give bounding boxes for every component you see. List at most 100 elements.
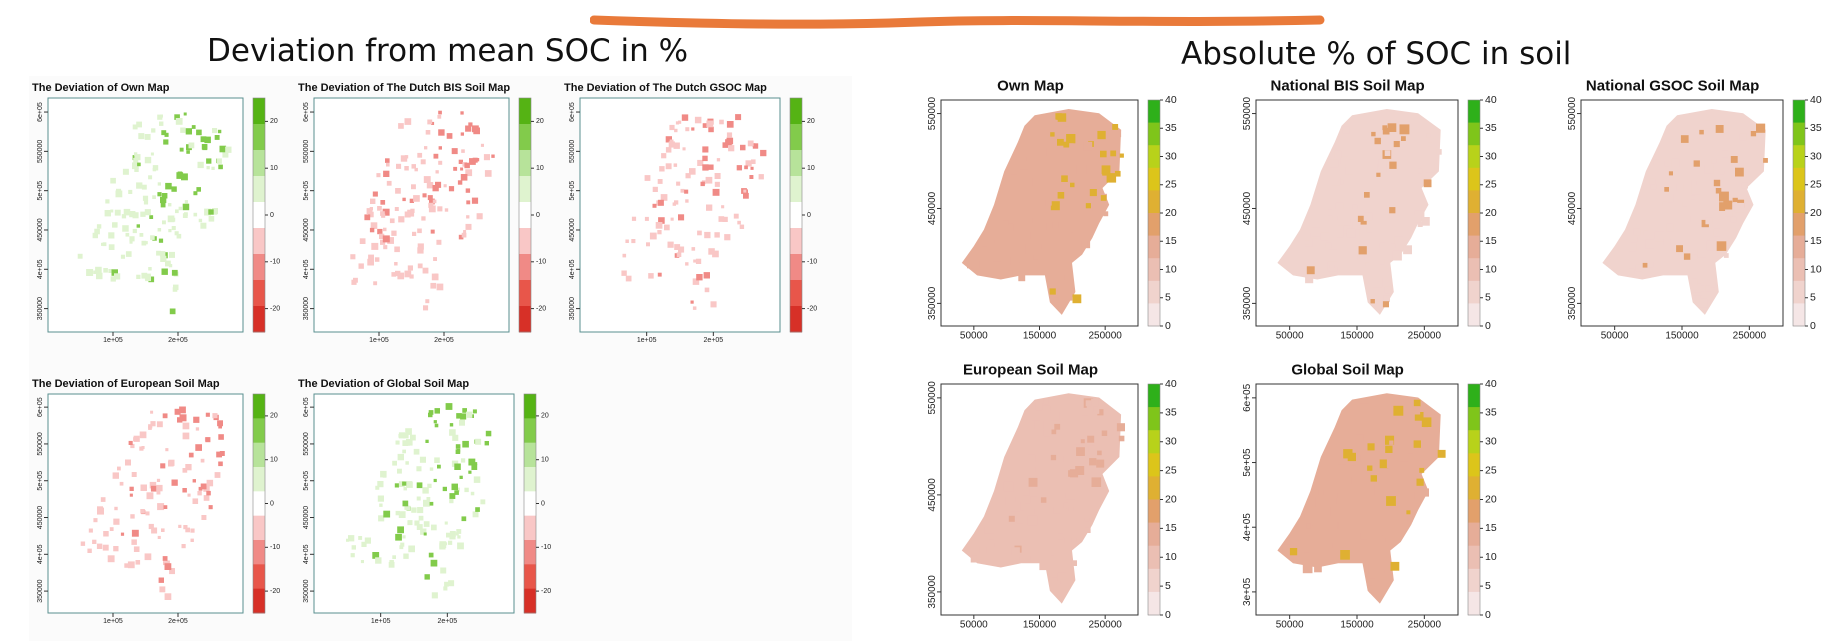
x-tick-label: 2e+05 [437,618,457,625]
map-cell [361,541,367,547]
map-cell [1396,521,1406,530]
colorbar-band [1468,430,1480,454]
map-cell [448,186,455,192]
map-cell [174,408,181,415]
map-cell [211,166,215,170]
map-cell [402,500,409,507]
map-cell [1345,159,1355,169]
map-cell [442,486,447,492]
map-cell [1318,489,1324,495]
map-cell [175,209,179,214]
map-cell [1379,242,1386,249]
map-cell [1734,202,1745,213]
map-cell [1373,439,1384,450]
map-cell [1071,560,1077,566]
map-cell [385,158,390,163]
map-cell [1706,240,1717,251]
map-cell [129,493,133,497]
colorbar-band [519,202,531,229]
map-cell [127,561,135,569]
map-cell [1097,130,1106,140]
y-tick-label: 4e+05 [303,259,310,279]
map-cell [696,274,703,281]
map-cell [412,231,417,236]
map-cell [425,439,429,443]
map-cell [1693,160,1700,167]
x-tick-label: 250000 [1408,619,1442,630]
map-cell [1118,435,1125,442]
map-cell [1068,193,1077,202]
map-cell [1730,216,1737,223]
map-cell [411,184,416,190]
map-cell [1371,247,1377,253]
map-cell [1386,459,1396,469]
map-cell [457,542,464,550]
map-cell [452,434,459,441]
y-tick-label: 5e+05 [303,181,310,201]
map-cell [1401,136,1406,141]
map-cell [1664,160,1670,167]
map-cell [434,273,438,277]
map-cell [644,216,649,221]
map-cell [1680,135,1689,143]
y-tick-label: 450000 [303,506,310,529]
map-cell [1043,429,1051,437]
map-cell [622,253,627,258]
colorbar-band [1793,167,1805,191]
y-tick-label: 350000 [1567,286,1578,320]
x-tick-label: 50000 [1276,619,1304,630]
map-cell [409,198,414,203]
map-cell [1676,245,1683,253]
map-cell [1721,150,1729,158]
map-cell [625,239,629,243]
map-cell [211,208,218,215]
map-cell [382,208,390,216]
map-cell [1010,257,1020,266]
map-cell [413,448,420,455]
map-cell [165,448,169,452]
map-cell [1370,299,1375,304]
map-cell [1081,241,1088,248]
colorbar-label: 40 [1810,94,1822,106]
map-cell [631,216,637,221]
colorbar-label: 15 [1485,235,1497,247]
map-cell [376,173,381,178]
colorbar-band [790,124,802,151]
colorbar-label: -20 [270,588,280,595]
map-cell [112,472,119,479]
map-cell [370,222,378,229]
map-cell [456,448,461,453]
map-cell [176,172,184,179]
map-cell [1370,475,1377,482]
y-tick-label: 4e+05 [303,544,310,564]
map-cell [1320,232,1330,241]
map-cell [129,211,136,218]
map-cell [743,192,749,199]
map-cell [975,249,983,257]
map-cell [1385,537,1391,543]
map-cell [659,166,665,172]
colorbar-label: -10 [807,259,817,266]
map-cell [1683,253,1691,260]
map-cell [1663,239,1671,246]
map-cell [1338,464,1347,472]
map-cell [156,490,161,495]
absolute-european-chart: European Soil Map 50000 150000 250000 550000… [927,361,1177,630]
map-cell [468,470,472,474]
map-cell [1018,274,1026,282]
map-cell [1011,547,1020,556]
map-cell [997,528,1003,534]
map-cell [454,490,459,495]
y-tick-label: 5e+05 [1242,448,1253,477]
map-cell [1357,254,1365,261]
map-cell [1364,492,1372,500]
map-cell [444,521,448,525]
deviation-global-panel: The Deviation of Global Soil Map 1e+05 2e+… [296,378,566,635]
map-cell [1342,126,1350,134]
colorbar-band [1793,190,1805,214]
map-cell [1662,201,1668,206]
map-cell [1304,514,1309,518]
map-cell [403,432,409,439]
map-cell [103,531,109,537]
map-cell [740,144,746,151]
